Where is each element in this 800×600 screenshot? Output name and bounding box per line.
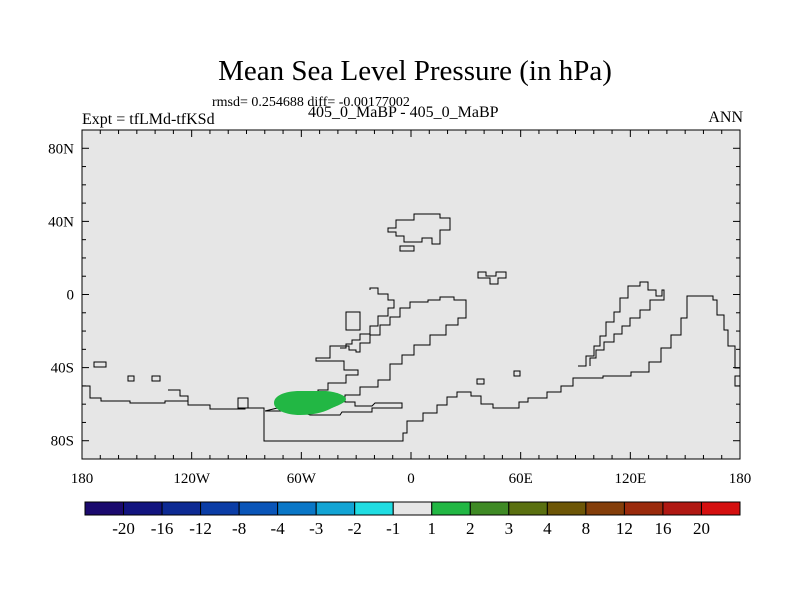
- colorbar-swatch: [123, 501, 163, 516]
- axis-ticks: [81, 130, 741, 459]
- colorbar-label: -16: [151, 519, 174, 538]
- rmsd-diff-stats: rmsd= 0.254688 diff= -0.00177002: [212, 95, 410, 110]
- coastline-islet-west-2: [127, 375, 135, 382]
- colorbar-swatch: [508, 501, 548, 516]
- colorbar-label: 3: [505, 519, 514, 538]
- colorbar-label: -2: [348, 519, 362, 538]
- coastline-islet-south: [237, 397, 249, 409]
- colorbar-swatch: [392, 501, 433, 516]
- case-label: 405_0_MaBP - 405_0_MaBP: [308, 104, 499, 121]
- x-tick-label: 120W: [173, 471, 211, 487]
- coastline-europe: [387, 213, 451, 245]
- coastline-south-america: [264, 296, 467, 416]
- colorbar-swatch: [238, 501, 279, 516]
- coastline-europe-islet: [399, 245, 415, 252]
- y-tick-label: 40N: [48, 214, 74, 230]
- colorbar-swatch: [161, 501, 202, 516]
- y-tick-label: 40S: [51, 361, 74, 377]
- colorbar-label: -8: [232, 519, 246, 538]
- coastline-antarctica: [82, 295, 740, 442]
- colorbar-label: -20: [112, 519, 135, 538]
- colorbar-swatch: [546, 501, 587, 516]
- x-tick-label: 60E: [509, 471, 533, 487]
- colorbar-label: -12: [189, 519, 212, 538]
- colorbar-label: 4: [543, 519, 552, 538]
- colorbar-swatch: [585, 501, 625, 516]
- colorbar-swatch: [431, 501, 471, 516]
- colorbar-label: -3: [309, 519, 323, 538]
- coastline-islet-indian-1: [476, 378, 485, 385]
- colorbar-labels: -20 -16 -12 -8 -4 -3 -2 -1 1 2 3 4 8 12 16 20: [112, 519, 710, 538]
- colorbar-label: 16: [654, 519, 671, 538]
- chart-title: Mean Sea Level Pressure (in hPa): [218, 55, 612, 87]
- colorbar-swatch: [354, 501, 394, 516]
- coastline-islet-indian-2: [513, 370, 521, 377]
- x-tick-label: 0: [407, 471, 415, 487]
- axis-tick-labels: 180 120W 60W 0 60E 120E 180 80N 40N 0 40S 80S: [48, 141, 751, 487]
- coastline-islet-west-4: [168, 389, 189, 401]
- colorbar-swatch: [662, 501, 702, 516]
- colorbar: [84, 501, 741, 516]
- y-tick-label: 0: [67, 288, 75, 304]
- coastline-arabia: [477, 271, 507, 285]
- coastline-asia-south: [578, 281, 665, 367]
- colorbar-label: 20: [693, 519, 710, 538]
- colorbar-label: 2: [466, 519, 475, 538]
- experiment-label: Expt = tfLMd-tfKSd: [82, 111, 215, 128]
- x-tick-label: 180: [729, 471, 752, 487]
- coastlines: [82, 213, 740, 442]
- colorbar-label: 12: [616, 519, 633, 538]
- colorbar-swatch: [200, 501, 240, 516]
- x-tick-label: 120E: [614, 471, 646, 487]
- x-tick-label: 180: [71, 471, 94, 487]
- coastline-islet-west-3: [151, 375, 161, 382]
- coastline-islet-west-1: [93, 361, 107, 368]
- coastline-small-island-1: [345, 311, 361, 331]
- colorbar-label: 1: [428, 519, 437, 538]
- colorbar-swatch: [315, 501, 356, 516]
- colorbar-label: 8: [582, 519, 591, 538]
- coastline-africa: [340, 287, 395, 349]
- season-label: ANN: [708, 109, 743, 126]
- colorbar-swatch: [623, 501, 664, 516]
- anomaly-region-positive: [274, 391, 346, 415]
- plot-background: [82, 130, 740, 459]
- y-tick-label: 80N: [48, 141, 74, 157]
- y-tick-label: 80S: [51, 434, 74, 450]
- x-tick-label: 60W: [287, 471, 317, 487]
- colorbar-swatch: [469, 501, 510, 516]
- colorbar-swatch: [84, 501, 125, 516]
- colorbar-label: -1: [386, 519, 400, 538]
- coastline-islet-east: [734, 375, 740, 387]
- colorbar-label: -4: [271, 519, 286, 538]
- colorbar-swatch: [700, 501, 741, 516]
- colorbar-swatch: [277, 501, 317, 516]
